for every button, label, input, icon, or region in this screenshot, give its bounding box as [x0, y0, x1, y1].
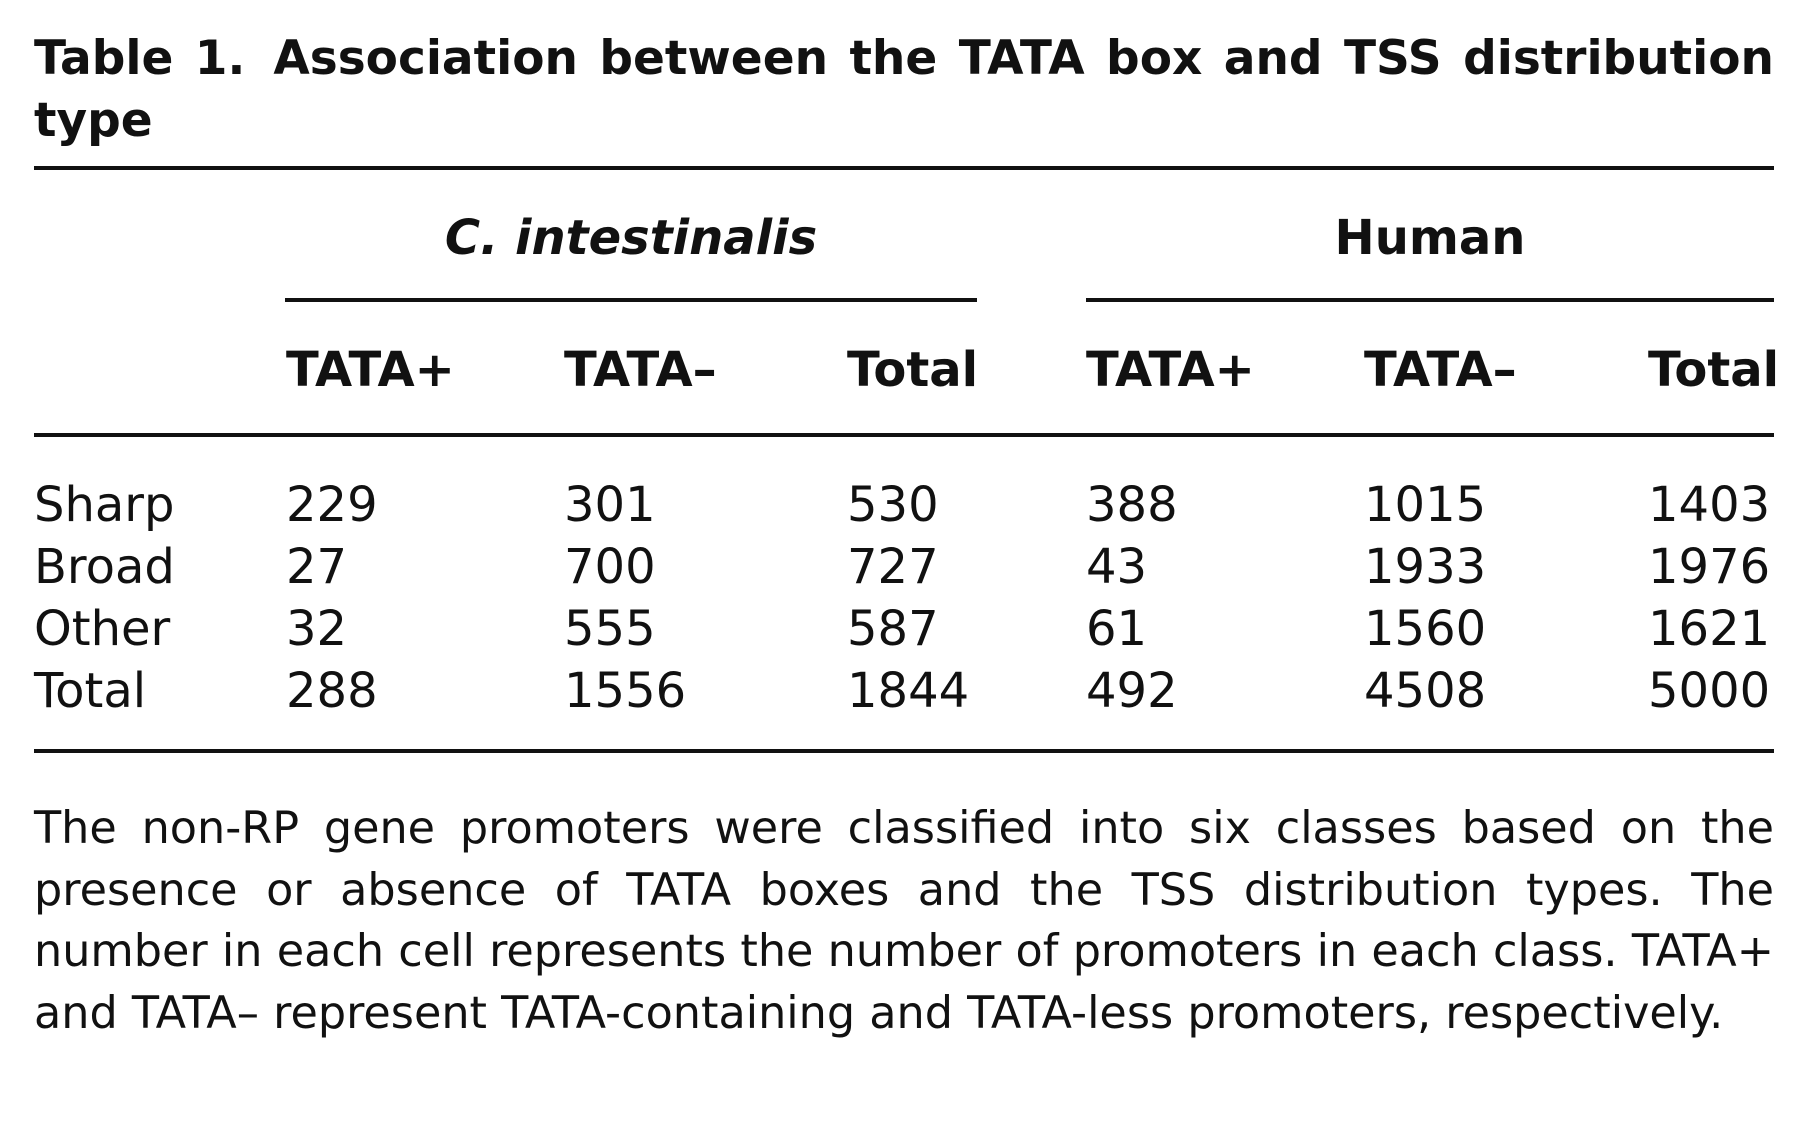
row-label: Sharp	[34, 477, 175, 533]
table-cell: 5000	[1648, 663, 1771, 719]
col-header-human-total: Total	[1648, 342, 1780, 398]
bottom-rule	[34, 749, 1774, 753]
top-rule	[34, 166, 1774, 170]
header-rule	[34, 433, 1774, 437]
row-label: Broad	[34, 539, 175, 595]
table-cell: 229	[286, 477, 378, 533]
table-cell: 555	[564, 601, 656, 657]
row-label: Total	[34, 663, 147, 719]
table-cell: 301	[564, 477, 656, 533]
table-cell: 492	[1086, 663, 1178, 719]
col-header-c-intestinalis-total: Total	[847, 342, 979, 398]
table-cell: 43	[1086, 539, 1148, 595]
table-cell: 1015	[1364, 477, 1487, 533]
table-cell: 1621	[1648, 601, 1771, 657]
table-cell: 727	[847, 539, 939, 595]
table-1: Table 1. Association between the TATA box…	[34, 28, 1779, 1039]
table-cell: 32	[286, 601, 348, 657]
table-cell: 4508	[1364, 663, 1487, 719]
table-cell: 1560	[1364, 601, 1487, 657]
table-cell: 700	[564, 539, 656, 595]
table-cell: 27	[286, 539, 348, 595]
table-cell: 388	[1086, 477, 1178, 533]
col-header-human-tata-minus: TATA–	[1364, 342, 1517, 398]
table-caption-text: Association between the TATA box and TSS…	[34, 31, 1774, 148]
table-cell: 1556	[564, 663, 687, 719]
table-cell: 1933	[1364, 539, 1487, 595]
table-cell: 61	[1086, 601, 1148, 657]
group-header-c-intestinalis: C. intestinalis	[444, 210, 818, 266]
group-rule-human	[1086, 298, 1774, 302]
table-cell: 288	[286, 663, 378, 719]
table-caption-label: Table 1.	[34, 31, 246, 86]
row-label: Other	[34, 601, 171, 657]
table-cell: 587	[847, 601, 939, 657]
table-caption: Table 1. Association between the TATA box…	[34, 28, 1774, 152]
group-rule-c-intestinalis	[285, 298, 977, 302]
table-cell: 1976	[1648, 539, 1771, 595]
col-header-c-intestinalis-tata-minus: TATA–	[564, 342, 717, 398]
col-header-human-tata-plus: TATA+	[1086, 342, 1255, 398]
group-header-human: Human	[1334, 210, 1526, 266]
table-cell: 1844	[847, 663, 970, 719]
col-header-c-intestinalis-tata-plus: TATA+	[286, 342, 455, 398]
table-footnote: The non-RP gene promoters were classifie…	[34, 803, 1774, 1039]
table-cell: 530	[847, 477, 939, 533]
table-cell: 1403	[1648, 477, 1771, 533]
